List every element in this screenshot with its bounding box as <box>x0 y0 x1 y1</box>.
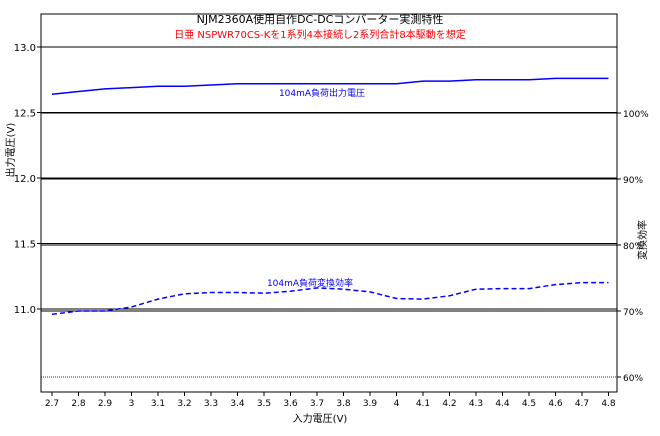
x-tick-label: 3.1 <box>151 399 165 409</box>
x-tick-label: 3.9 <box>363 399 378 409</box>
x-tick-label: 3.5 <box>257 399 271 409</box>
tick-labels: 13.0 12.5 12.0 11.5 11.0 100% 90% 80% 70% 60% 2.7 2… <box>14 43 649 409</box>
x-tick-label: 4.4 <box>495 399 510 409</box>
series-label-voltage: 104mA負荷出力電圧 <box>279 87 365 99</box>
x-tick-label: 4.2 <box>442 399 456 409</box>
x-tick-label: 4 <box>394 399 400 409</box>
x-axis-label: 入力電圧(V) <box>293 412 348 425</box>
x-tick-label: 4.6 <box>548 399 563 409</box>
plot-frame <box>40 13 618 393</box>
x-tick-label: 3.3 <box>204 399 218 409</box>
y-tick-label: 11.0 <box>14 305 36 316</box>
chart-subtitle: 日亜 NSPWR70CS-Kを1系列4本接続し2系列合計8本駆動を想定 <box>174 28 466 41</box>
x-tick-label: 3.8 <box>336 399 351 409</box>
y2-tick-label: 60% <box>623 374 643 384</box>
chart-title: NJM2360A使用自作DC-DCコンバーター実測特性 <box>197 12 444 26</box>
x-tick-label: 4.5 <box>522 399 536 409</box>
y2-tick-label: 80% <box>623 242 643 252</box>
gridlines <box>37 46 621 396</box>
y2-tick-label: 90% <box>623 176 643 186</box>
series-lines <box>51 77 609 316</box>
x-tick-label: 3.7 <box>310 399 324 409</box>
y2-tick-label: 70% <box>623 308 643 318</box>
y2-axis-label: 変換効率 <box>636 220 649 260</box>
x-tick-label: 4.3 <box>469 399 483 409</box>
y-tick-label: 11.5 <box>14 240 36 251</box>
x-tick-label: 4.7 <box>575 399 589 409</box>
x-tick-label: 3.6 <box>283 399 298 409</box>
series-label-efficiency: 104mA負荷変換効率 <box>267 277 353 289</box>
y-axis-label: 出力電圧(V) <box>4 123 17 178</box>
series-line-efficiency <box>51 281 609 316</box>
series-line-output-voltage <box>51 77 609 95</box>
y-tick-label: 12.5 <box>14 109 36 120</box>
y2-tick-label: 100% <box>623 110 649 120</box>
x-tick-label: 3.4 <box>230 399 245 409</box>
y-tick-label: 12.0 <box>14 174 36 185</box>
x-tick-label: 2.9 <box>98 399 113 409</box>
y-tick-label: 13.0 <box>14 43 36 54</box>
x-tick-label: 2.8 <box>71 399 86 409</box>
x-tick-label: 4.8 <box>601 399 616 409</box>
x-tick-label: 3 <box>129 399 135 409</box>
x-tick-label: 2.7 <box>45 399 59 409</box>
x-tick-label: 4.1 <box>416 399 430 409</box>
x-tick-label: 3.2 <box>177 399 191 409</box>
